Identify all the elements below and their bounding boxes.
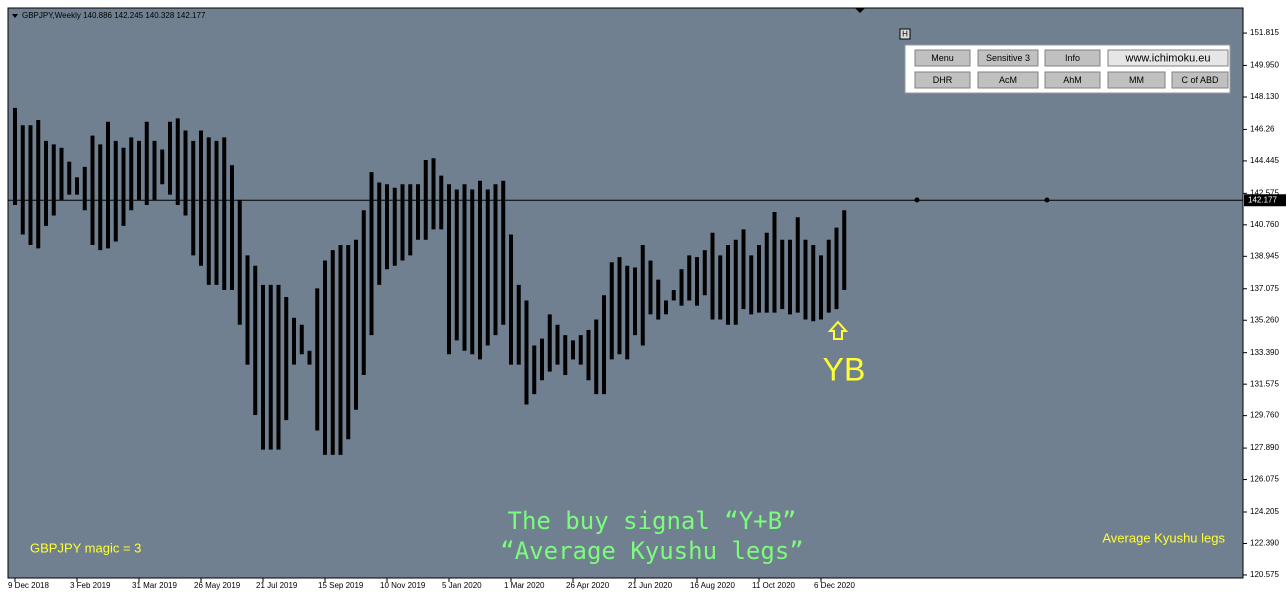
button[interactable]: [977, 49, 1039, 67]
panel-toggle-label[interactable]: H: [902, 30, 908, 39]
price-label: 142.177: [1248, 195, 1277, 204]
y-tick-label: 129.760: [1250, 411, 1279, 420]
x-tick-label: 10 Nov 2019: [380, 581, 426, 590]
button-label[interactable]: www.ichimoku.eu: [1125, 52, 1211, 64]
left-note: GBPJPY magic = 3: [30, 540, 141, 555]
button[interactable]: [977, 71, 1039, 89]
button-label[interactable]: DHR: [933, 75, 953, 85]
button[interactable]: [914, 49, 971, 67]
y-tick-label: 138.945: [1250, 251, 1279, 260]
button[interactable]: [1044, 71, 1101, 89]
y-tick-label: 149.950: [1250, 61, 1279, 70]
shift-marker: [855, 8, 865, 13]
x-tick-label: 16 Aug 2020: [690, 581, 735, 590]
button-label[interactable]: MM: [1129, 75, 1144, 85]
button-label[interactable]: C of ABD: [1181, 75, 1219, 85]
y-tick-label: 146.26: [1250, 125, 1275, 134]
button[interactable]: [914, 71, 971, 89]
x-tick-label: 15 Sep 2019: [318, 581, 364, 590]
x-tick-label: 31 Mar 2019: [132, 581, 177, 590]
y-tick-label: 126.075: [1250, 475, 1279, 484]
x-tick-label: 21 Jun 2020: [628, 581, 673, 590]
x-tick-label: 26 May 2019: [194, 581, 241, 590]
button[interactable]: [1044, 49, 1101, 67]
button[interactable]: [1171, 71, 1229, 89]
button-label[interactable]: Sensitive 3: [986, 53, 1030, 63]
x-tick-label: 9 Dec 2018: [8, 581, 49, 590]
y-tick-label: 122.390: [1250, 539, 1279, 548]
y-tick-label: 124.205: [1250, 507, 1279, 516]
caption-line: “Average Kyushu legs”: [500, 537, 803, 565]
y-tick-label: 142.575: [1250, 188, 1279, 197]
x-tick-label: 1 Mar 2020: [504, 581, 545, 590]
button[interactable]: [1107, 49, 1229, 67]
signal-label: YB: [823, 351, 866, 387]
y-tick-label: 144.445: [1250, 156, 1279, 165]
x-tick-label: 6 Dec 2020: [814, 581, 855, 590]
header: GBPJPY,Weekly 140.886 142.245 140.328 14…: [22, 11, 206, 20]
button[interactable]: [1107, 71, 1166, 89]
y-tick-label: 120.575: [1250, 570, 1279, 579]
x-tick-label: 21 Jul 2019: [256, 581, 298, 590]
panel-toggle[interactable]: [899, 28, 911, 40]
y-tick-label: 137.075: [1250, 284, 1279, 293]
button-label[interactable]: Menu: [931, 53, 954, 63]
right-note: Average Kyushu legs: [1102, 530, 1225, 545]
x-tick-label: 3 Feb 2019: [70, 581, 111, 590]
y-tick-label: 140.760: [1250, 220, 1279, 229]
signal-arrow: [827, 320, 849, 340]
button-label[interactable]: AhM: [1063, 75, 1082, 85]
caption-line: The buy signal “Y+B”: [508, 507, 797, 535]
price-label-box: [1244, 194, 1286, 207]
y-tick-label: 148.130: [1250, 92, 1279, 101]
x-tick-label: 26 Apr 2020: [566, 581, 610, 590]
header-arrow: [12, 14, 18, 18]
y-tick-label: 131.575: [1250, 379, 1279, 388]
y-tick-label: 151.815: [1250, 28, 1279, 37]
y-tick-label: 127.890: [1250, 443, 1279, 452]
x-tick-label: 11 Oct 2020: [752, 581, 796, 590]
y-tick-label: 135.260: [1250, 315, 1279, 324]
button-label[interactable]: AcM: [999, 75, 1017, 85]
y-tick-label: 133.390: [1250, 348, 1279, 357]
button-label[interactable]: Info: [1065, 53, 1080, 63]
x-tick-label: 5 Jan 2020: [442, 581, 482, 590]
